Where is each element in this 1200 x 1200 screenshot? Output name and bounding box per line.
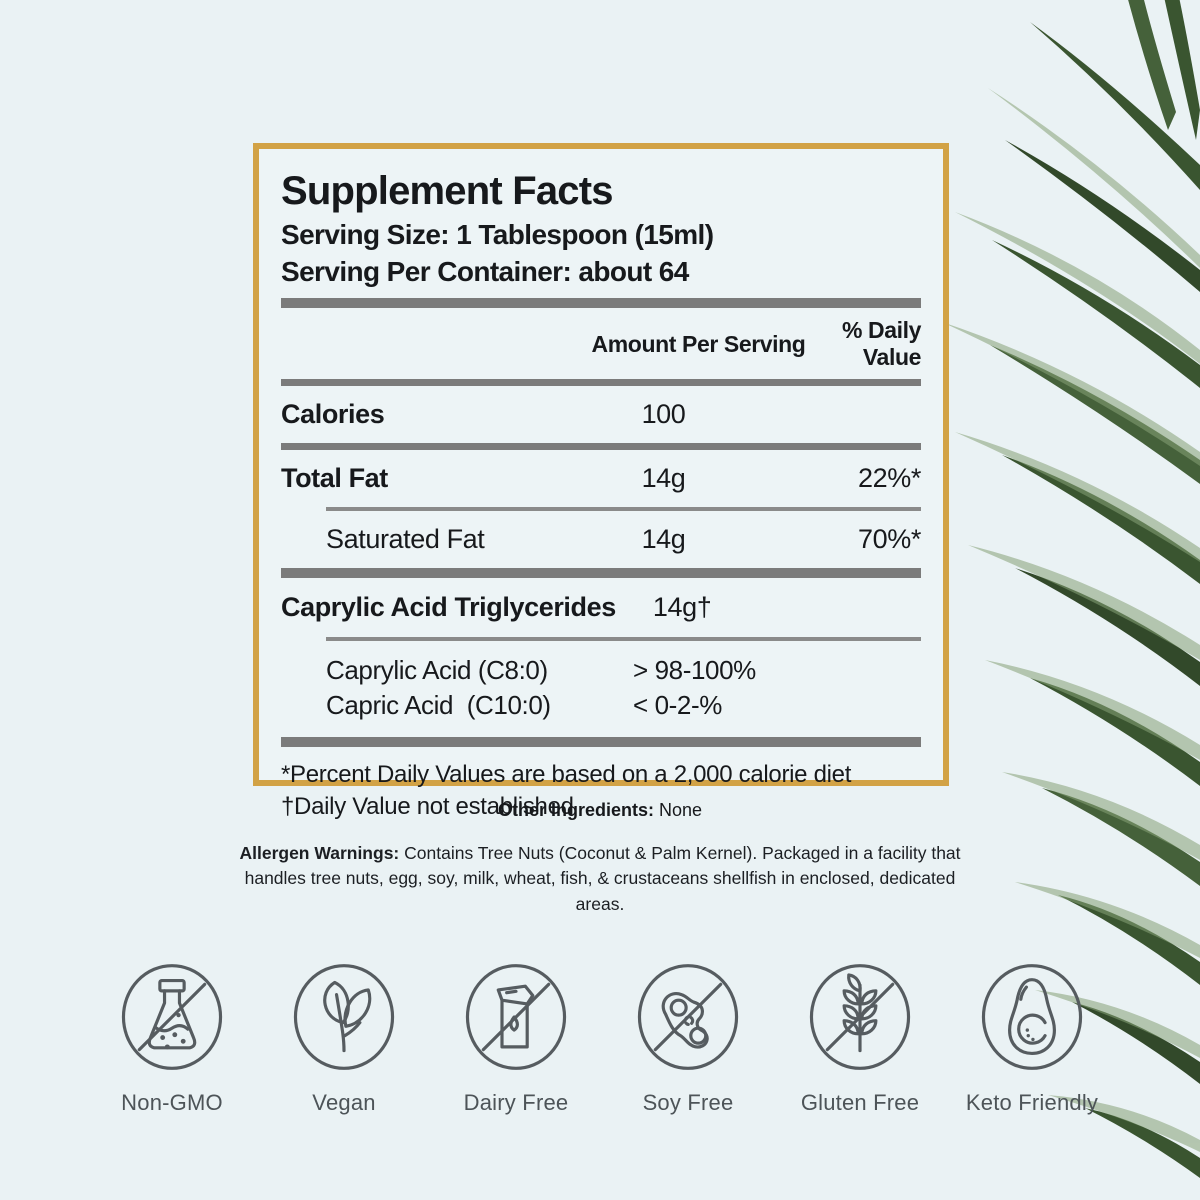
- nutrient-name: Saturated Fat: [326, 524, 485, 554]
- feature-badges-row: Non-GMO Vegan Dairy Free: [97, 958, 1107, 1116]
- servings-per-container: Serving Per Container: about 64: [281, 256, 689, 287]
- acid-value: > 98-100%: [633, 655, 756, 685]
- calories-row: Calories 100: [281, 386, 921, 443]
- other-ingredients-label: Other Ingredients:: [497, 800, 654, 820]
- daily-value-column-header: % Daily Value: [841, 317, 921, 370]
- badge-non-gmo: Non-GMO: [97, 958, 247, 1116]
- panel-title: Supplement Facts: [281, 169, 614, 213]
- allergen-label: Allergen Warnings:: [239, 843, 400, 863]
- badge-label: Gluten Free: [800, 1090, 920, 1115]
- no-gluten-wheat-icon: [809, 964, 911, 1070]
- supplement-facts-panel: Supplement Facts Serving Size: 1 Tablesp…: [253, 143, 949, 820]
- acid-name: Caprylic Acid (C8:0): [326, 655, 548, 685]
- composition-line: Caprylic Acid (C8:0) > 98-100%: [326, 653, 921, 688]
- saturated-fat-row: Saturated Fat 14g 70%*: [281, 511, 921, 568]
- badge-vegan: Vegan: [269, 958, 419, 1116]
- caprylic-triglycerides-row: Caprylic Acid Triglycerides 14g†: [281, 578, 921, 637]
- badge-label: Vegan: [312, 1090, 376, 1115]
- total-fat-row: Total Fat 14g 22%*: [281, 450, 921, 507]
- badge-label: Dairy Free: [463, 1090, 569, 1115]
- divider-bar: [281, 568, 921, 578]
- nutrient-amount: 14g†: [652, 592, 712, 622]
- keto-avocado-icon: [981, 964, 1083, 1070]
- fatty-acid-composition: Caprylic Acid (C8:0) > 98-100% Capric Ac…: [281, 641, 921, 737]
- allergen-warnings: Allergen Warnings: Contains Tree Nuts (C…: [224, 841, 976, 917]
- divider-bar: [281, 443, 921, 450]
- dagger-footnote: †Daily Value not established: [281, 792, 574, 820]
- composition-line: Capric Acid (C10:0) < 0-2-%: [326, 688, 921, 723]
- nutrient-amount: 14g: [641, 524, 686, 554]
- acid-value: < 0-2-%: [633, 690, 722, 721]
- badge-dairy-free: Dairy Free: [441, 958, 591, 1116]
- badge-label: Soy Free: [642, 1090, 734, 1115]
- divider-bar: [281, 298, 921, 308]
- divider-bar: [281, 379, 921, 386]
- no-dairy-carton-icon: [465, 964, 567, 1070]
- allergen-text: Contains Tree Nuts (Coconut & Palm Kerne…: [244, 843, 961, 914]
- nutrient-amount: 100: [641, 399, 686, 429]
- nutrient-amount: 14g: [641, 463, 686, 493]
- badge-keto-friendly: Keto Friendly: [957, 958, 1107, 1116]
- amount-column-header: Amount Per Serving: [591, 330, 806, 357]
- nutrient-dv: 22%*: [858, 463, 921, 493]
- divider-bar: [281, 737, 921, 748]
- no-soy-pod-icon: [637, 964, 739, 1070]
- serving-size: Serving Size: 1 Tablespoon (15ml): [281, 219, 714, 250]
- nutrient-name: Total Fat: [281, 463, 388, 493]
- acid-name: Capric Acid (C10:0): [326, 690, 551, 721]
- badge-soy-free: Soy Free: [613, 958, 763, 1116]
- no-gmo-flask-icon: [121, 964, 223, 1070]
- footnotes: *Percent Daily Values are based on a 2,0…: [281, 747, 921, 822]
- column-header-row: Amount Per Serving % Daily Value: [281, 308, 922, 379]
- other-ingredients-value: None: [659, 800, 703, 820]
- nutrient-name: Calories: [281, 399, 385, 429]
- daily-value-footnote: *Percent Daily Values are based on a 2,0…: [281, 761, 852, 789]
- badge-label: Non-GMO: [121, 1090, 223, 1115]
- badge-label: Keto Friendly: [965, 1090, 1099, 1115]
- vegan-leaf-icon: [293, 964, 395, 1070]
- nutrient-dv: 70%*: [858, 524, 921, 554]
- divider-bar-thin: [326, 507, 921, 511]
- other-ingredients: Other Ingredients: None: [0, 800, 1200, 821]
- nutrient-name: Caprylic Acid Triglycerides: [281, 592, 616, 622]
- divider-bar-thin: [326, 637, 921, 641]
- badge-gluten-free: Gluten Free: [785, 958, 935, 1116]
